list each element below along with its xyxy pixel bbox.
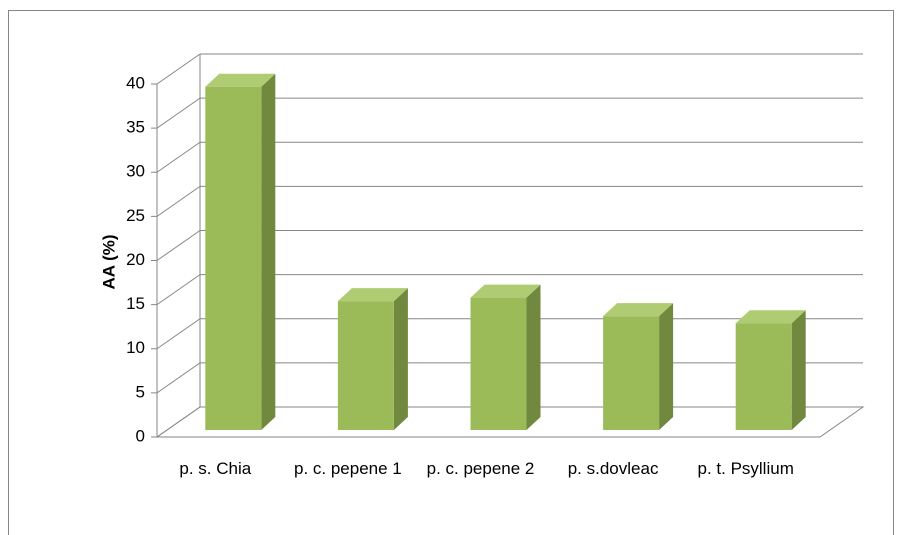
grid-line-side xyxy=(156,185,201,217)
grid-line-side xyxy=(156,406,201,438)
grid-line-side xyxy=(156,274,201,306)
x-tick-label: p. s.dovleac xyxy=(567,459,659,478)
bar-side xyxy=(659,303,674,430)
grid-line-side xyxy=(156,141,201,173)
grid-line-side xyxy=(156,97,201,129)
x-tick-label: p. t. Psyllium xyxy=(697,459,794,478)
y-tick-label: 35 xyxy=(126,118,145,137)
x-tick-label: p. c. pepene 1 xyxy=(294,459,402,478)
bar-side xyxy=(261,73,276,431)
bar-top xyxy=(470,284,541,298)
bar-side xyxy=(791,310,806,430)
bar-top xyxy=(337,288,408,302)
bar xyxy=(603,316,660,430)
y-tick-label: 30 xyxy=(126,162,145,181)
bar xyxy=(337,301,394,430)
y-tick-label: 15 xyxy=(126,294,145,313)
grid-line-side xyxy=(156,230,201,261)
y-tick-label: 0 xyxy=(136,426,145,445)
y-tick-label: 20 xyxy=(126,250,145,269)
bar xyxy=(735,323,792,430)
y-tick-label: 10 xyxy=(126,338,145,357)
bar-top xyxy=(603,303,674,317)
grid-line-side xyxy=(156,53,201,85)
bar xyxy=(205,86,262,431)
bar xyxy=(470,297,527,430)
y-tick-label: 40 xyxy=(126,73,145,92)
y-tick-label: 25 xyxy=(126,206,145,225)
bar-top xyxy=(205,73,276,87)
x-tick-label: p. c. pepene 2 xyxy=(426,459,535,478)
grid-line-side xyxy=(156,318,201,350)
bar-side xyxy=(526,284,541,430)
y-tick-label: 5 xyxy=(136,382,145,401)
x-tick-label: p. s. Chia xyxy=(179,459,252,478)
grid-line-side xyxy=(156,362,201,394)
bar-top xyxy=(735,310,806,324)
bar-side xyxy=(393,288,408,430)
y-axis-label: AA (%) xyxy=(99,234,118,289)
